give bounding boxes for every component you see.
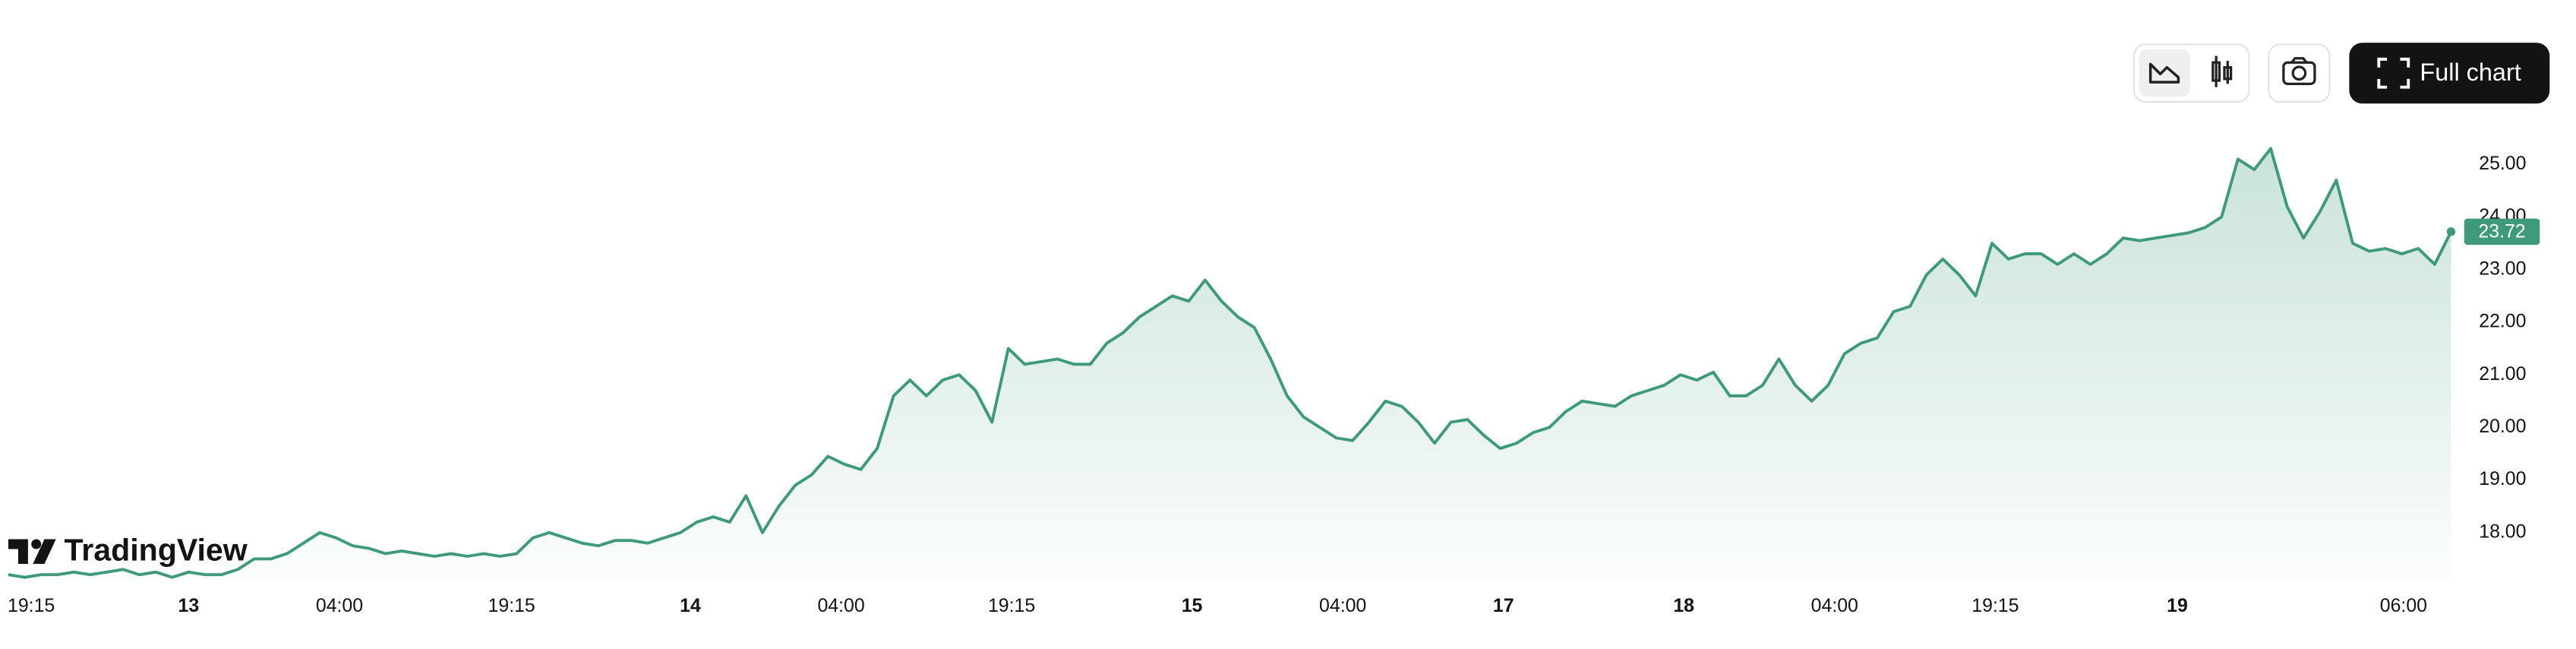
logo: TradingView: [8, 533, 248, 568]
price-line: [8, 147, 2453, 579]
y-tick-label: 25.00: [2479, 153, 2526, 174]
y-tick-label: 22.00: [2479, 311, 2526, 332]
x-tick-label: 15: [1182, 595, 1203, 616]
x-tick-label: 04:00: [817, 595, 864, 616]
camera-icon: [2290, 57, 2308, 64]
x-tick-label: 04:00: [316, 595, 363, 616]
x-tick-label: 17: [1493, 595, 1514, 616]
y-tick-label: 18.00: [2479, 521, 2526, 542]
logo-text: TradingView: [64, 533, 248, 568]
y-tick-label: 20.00: [2479, 416, 2526, 437]
chart-style-group: [2132, 43, 2250, 103]
y-tick-label: 19.00: [2479, 468, 2526, 489]
button-bg: [2139, 49, 2190, 97]
logo-mark: [8, 539, 28, 564]
x-tick-label: 06:00: [2380, 595, 2427, 616]
button-bg: [2349, 43, 2550, 104]
x-tick-label: 19:15: [1971, 595, 2019, 616]
x-tick-label: 04:00: [1319, 595, 1366, 616]
y-tick-label: 23.00: [2479, 258, 2526, 279]
x-tick-label: 13: [178, 595, 200, 616]
button-bg: [2268, 43, 2331, 103]
button-label: Full chart: [2420, 59, 2521, 86]
fullscreen-icon: [2377, 57, 2410, 89]
full-chart-button[interactable]: Full chart: [2349, 43, 2550, 104]
plot: 18.0019.0020.0021.0022.0023.0024.0025.00…: [8, 147, 2540, 616]
area-fill: [8, 148, 2451, 581]
area-icon: [2148, 62, 2180, 84]
last-price-box: [2464, 218, 2540, 245]
snapshot-button[interactable]: [2268, 43, 2331, 103]
y-tick-label: 21.00: [2479, 363, 2526, 385]
x-tick-label: 19: [2167, 595, 2188, 616]
last-point: [2446, 227, 2456, 236]
candle-style-button[interactable]: [2211, 55, 2233, 87]
x-tick-label: 19:15: [8, 595, 55, 616]
last-price-label: 23.72: [2478, 221, 2525, 242]
x-tick-label: 18: [1673, 595, 1694, 616]
camera-icon: [2291, 65, 2307, 81]
x-tick-label: 04:00: [1811, 595, 1858, 616]
x-tick-label: 19:15: [488, 595, 535, 616]
x-tick-label: 14: [680, 595, 701, 616]
area-style-button[interactable]: [2139, 49, 2190, 97]
logo-mark: [31, 539, 42, 549]
camera-icon: [2282, 61, 2316, 85]
logo-mark: [33, 539, 56, 564]
x-tick-label: 19:15: [988, 595, 1035, 616]
